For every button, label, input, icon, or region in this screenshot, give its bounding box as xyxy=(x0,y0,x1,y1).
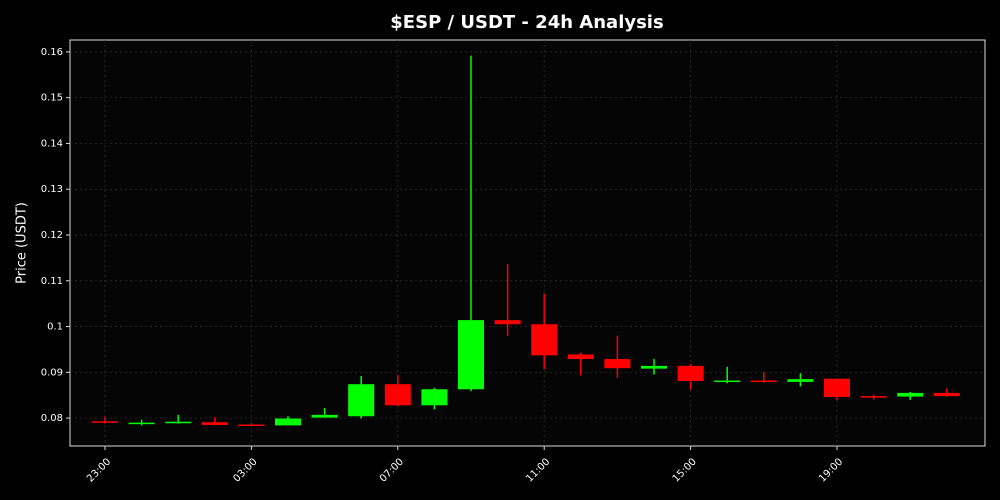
y-tick-label: 0.13 xyxy=(41,184,63,195)
candle-body xyxy=(824,378,850,398)
plot-area xyxy=(69,39,986,447)
candle-body xyxy=(604,359,631,369)
candle-body xyxy=(348,384,375,417)
y-tick-label: 0.09 xyxy=(41,367,63,378)
y-tick-label: 0.14 xyxy=(41,138,63,149)
candle-body xyxy=(165,421,192,424)
candle-body xyxy=(275,418,301,426)
candle-body xyxy=(677,365,704,382)
y-tick-label: 0.15 xyxy=(41,93,63,104)
candle-body xyxy=(897,392,924,397)
candle-body xyxy=(201,422,228,425)
candle-body xyxy=(567,354,594,360)
candle-body xyxy=(714,380,741,383)
candle-body xyxy=(128,422,155,425)
candle-body xyxy=(384,384,411,406)
y-tick-label: 0.12 xyxy=(41,230,63,241)
candle-body xyxy=(933,392,960,397)
y-tick-label: 0.08 xyxy=(41,413,63,424)
y-tick-label: 0.11 xyxy=(41,276,63,287)
candle-body xyxy=(92,421,118,423)
y-tick-label: 0.1 xyxy=(47,322,63,333)
candle-body xyxy=(311,414,338,418)
candle-body xyxy=(531,324,558,356)
y-axis-label: Price (USDT) xyxy=(15,202,30,284)
y-tick-label: 0.16 xyxy=(41,47,63,58)
candle-body xyxy=(787,379,814,382)
candle-body xyxy=(860,396,887,398)
candle-body xyxy=(750,380,777,383)
candle-body xyxy=(494,320,521,325)
candle-body xyxy=(421,389,448,406)
candle-body xyxy=(458,320,484,390)
candle-body xyxy=(238,424,265,426)
chart-title: $ESP / USDT - 24h Analysis xyxy=(390,12,663,33)
candle-body xyxy=(641,365,667,369)
